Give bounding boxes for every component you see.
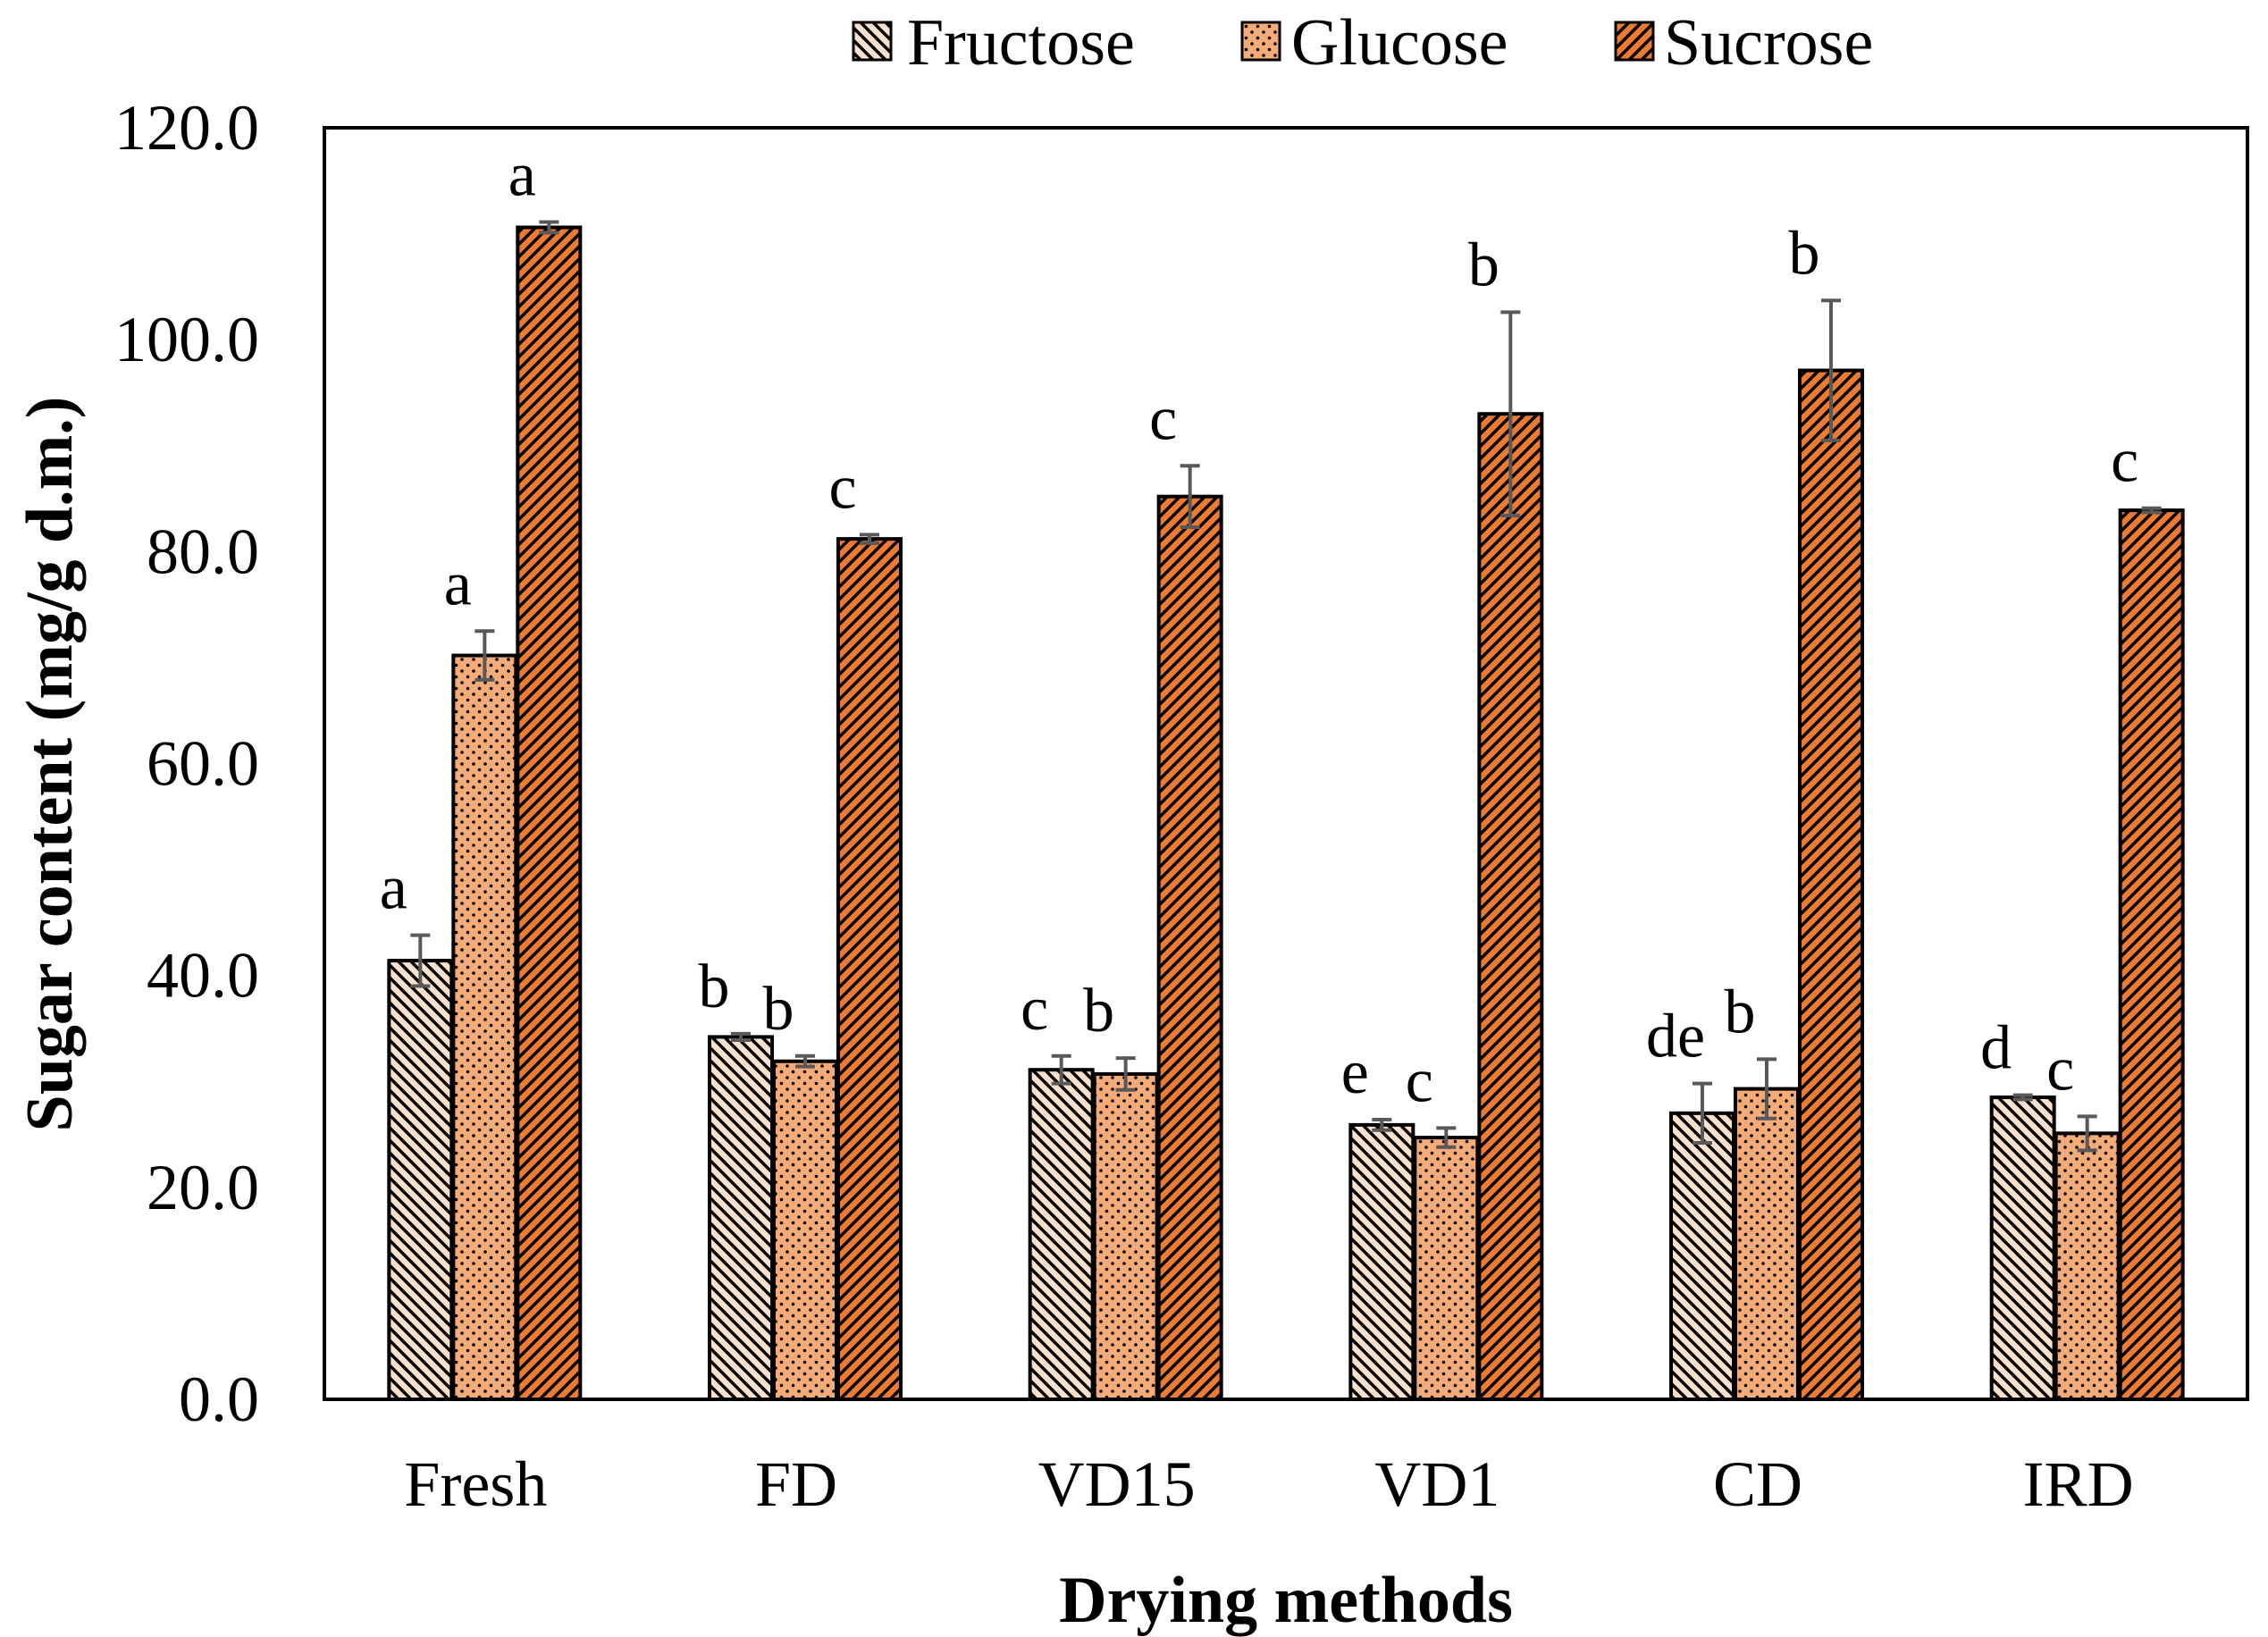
error-bar-fructose-fd <box>731 1031 751 1043</box>
significance-letter: c <box>2046 1035 2074 1104</box>
x-tick-label: Fresh <box>404 1448 547 1520</box>
bar-sucrose-fd <box>836 537 903 1401</box>
significance-letter: c <box>828 453 856 522</box>
error-bar-glucose-cd <box>1757 1057 1777 1121</box>
bar-sucrose-cd <box>1798 368 1864 1402</box>
legend: Fructose Glucose Sucrose <box>852 6 1873 80</box>
bar-sucrose-vd1 <box>1477 412 1544 1401</box>
error-bar-fructose-fresh <box>410 933 431 988</box>
bar-glucose-fd <box>772 1059 838 1401</box>
y-tick-label: 100.0 <box>114 304 259 375</box>
error-bar-glucose-vd1 <box>1436 1126 1457 1149</box>
bar-fructose-ird <box>1989 1096 2056 1401</box>
y-tick-label: 40.0 <box>147 940 259 1012</box>
significance-letter: a <box>380 854 407 923</box>
error-bars <box>410 220 2162 1153</box>
bar-fructose-fresh <box>387 959 454 1401</box>
error-bar-fructose-vd1 <box>1372 1117 1392 1132</box>
error-bar-sucrose-vd1 <box>1500 310 1521 518</box>
significance-letter: b <box>699 953 730 1021</box>
bar-glucose-fresh <box>451 653 518 1401</box>
bar-fructose-vd1 <box>1348 1122 1415 1401</box>
y-tick-label: 60.0 <box>147 728 259 800</box>
bar-glucose-cd <box>1734 1087 1800 1401</box>
y-tick-label: 0.0 <box>179 1364 259 1435</box>
error-bar-glucose-vd15 <box>1115 1056 1136 1092</box>
significance-letter: e <box>1341 1038 1369 1107</box>
significance-letter: b <box>1789 219 1820 288</box>
error-bar-sucrose-fd <box>860 533 879 545</box>
x-tick-label: IRD <box>2023 1448 2134 1520</box>
bar-sucrose-vd15 <box>1156 494 1223 1401</box>
error-bar-fructose-ird <box>2012 1093 2033 1102</box>
error-bar-sucrose-ird <box>2141 506 2162 515</box>
error-bar-sucrose-vd15 <box>1180 464 1200 530</box>
legend-swatch-glucose <box>1240 21 1281 62</box>
x-tick-label: VD1 <box>1374 1448 1499 1520</box>
significance-letter: b <box>1468 231 1499 299</box>
significance-letter: d <box>1980 1014 2012 1083</box>
x-tick-label: VD15 <box>1038 1448 1196 1520</box>
error-bar-sucrose-cd <box>1821 298 1841 442</box>
significance-letter: c <box>1021 975 1048 1044</box>
error-bar-glucose-fd <box>795 1054 815 1069</box>
x-tick-label: CD <box>1713 1448 1802 1520</box>
significance-letter: c <box>1406 1046 1433 1115</box>
significance-letter: c <box>2111 427 2138 496</box>
error-bar-glucose-ird <box>2077 1114 2097 1153</box>
bar-fructose-cd <box>1669 1111 1735 1401</box>
significance-letter: a <box>444 550 472 618</box>
y-tick-label: 20.0 <box>147 1152 259 1223</box>
plot-area <box>323 126 2249 1401</box>
x-tick-label: FD <box>755 1448 837 1520</box>
error-bar-fructose-vd15 <box>1051 1054 1071 1086</box>
significance-letter: b <box>1725 978 1756 1046</box>
y-axis-title: Sugar content (mg/g d.m.) <box>13 397 87 1132</box>
legend-item-fructose: Fructose <box>852 6 1135 80</box>
y-tick-label: 120.0 <box>114 92 259 164</box>
y-axis-ticks: 0.0 20.0 40.0 60.0 80.0 100.0 120.0 <box>114 92 259 1435</box>
significance-letter: c <box>1149 384 1177 453</box>
legend-label-sucrose: Sucrose <box>1664 6 1873 80</box>
significance-letter: b <box>1083 977 1114 1045</box>
bar-glucose-vd1 <box>1413 1136 1480 1401</box>
legend-item-glucose: Glucose <box>1240 6 1508 80</box>
significance-letter: a <box>508 141 536 210</box>
significance-letter: b <box>763 975 794 1044</box>
legend-label-glucose: Glucose <box>1291 6 1508 80</box>
x-axis-labels: Fresh FD VD15 VD1 CD IRD <box>404 1448 2133 1520</box>
significance-letter: de <box>1646 1003 1705 1071</box>
y-tick-label: 80.0 <box>147 516 259 587</box>
bar-glucose-vd15 <box>1092 1071 1159 1402</box>
error-bar-glucose-fresh <box>475 629 495 682</box>
bar-fructose-vd15 <box>1028 1068 1095 1401</box>
legend-swatch-sucrose <box>1614 21 1655 62</box>
error-bar-sucrose-fresh <box>539 220 559 235</box>
bar-sucrose-fresh <box>516 225 583 1401</box>
bar-sucrose-ird <box>2118 508 2185 1401</box>
bar-fructose-fd <box>708 1035 774 1401</box>
error-bar-fructose-cd <box>1693 1081 1712 1146</box>
x-axis-title: Drying methods <box>1059 1564 1513 1637</box>
legend-swatch-fructose <box>852 21 893 62</box>
legend-item-sucrose: Sucrose <box>1614 6 1873 80</box>
legend-label-fructose: Fructose <box>907 6 1135 80</box>
bar-glucose-ird <box>2054 1131 2121 1401</box>
